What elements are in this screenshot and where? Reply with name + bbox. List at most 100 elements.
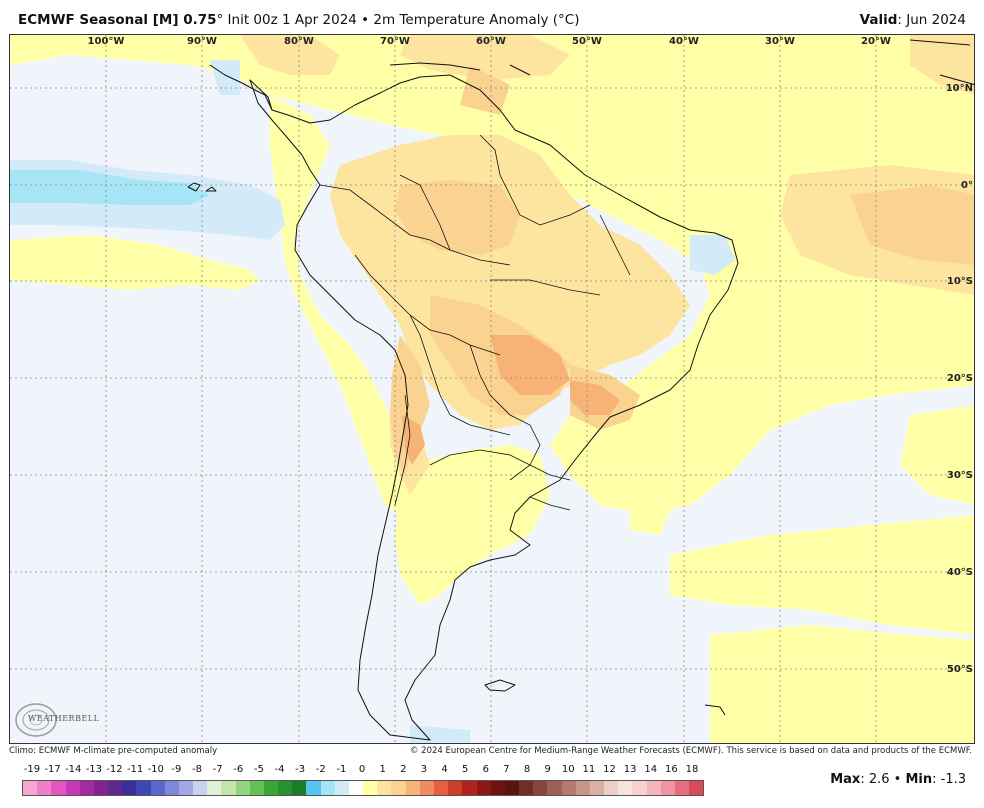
country-borders [319, 134, 631, 511]
map-panel: 100°W 90°W 80°W 70°W 60°W 50°W 40°W 30°W… [9, 34, 975, 744]
legend-tick-label: -2 [315, 764, 326, 775]
legend-swatch [193, 781, 208, 795]
legend-swatch [320, 781, 335, 795]
legend-swatch [547, 781, 562, 795]
legend-tick-label: 2 [400, 764, 407, 775]
legend-tick-label: 8 [523, 764, 531, 775]
lat-labels: 10°N 0° 10°S 20°S 30°S 40°S 50°S [946, 83, 973, 675]
legend-tick-label: 0 [358, 764, 366, 775]
legend-labels: -19 -17 -14 -13 -12 -11 -10 -9 -8 -7 -6 -5 -4 -3 -2 -1 0… [22, 764, 702, 778]
legend-swatch [618, 781, 633, 795]
legend-swatch [136, 781, 151, 795]
legend-tick-label: -7 [212, 764, 223, 775]
legend-swatch [79, 781, 94, 795]
lon-label-50w: 50°W [572, 36, 602, 47]
legend-swatch [178, 781, 194, 795]
valid-label: Valid [859, 12, 898, 28]
legend-swatch [348, 781, 364, 795]
falkland-islands [484, 679, 516, 692]
title-bold: ECMWF Seasonal [M] 0.75 [18, 12, 217, 28]
lon-label-40w: 40°W [669, 36, 699, 47]
lon-label-90w: 90°W [187, 36, 217, 47]
south-america-outline [249, 74, 739, 741]
anomaly-map: 100°W 90°W 80°W 70°W 60°W 50°W 40°W 30°W… [10, 35, 974, 743]
legend-swatch [391, 781, 406, 795]
climo-note: Climo: ECMWF M-climate pre-computed anom… [9, 746, 218, 756]
legend-swatch [23, 781, 38, 795]
legend-swatch [306, 781, 321, 795]
lat-label-40s: 40°S [947, 567, 973, 578]
legend-swatch [462, 781, 477, 795]
legend-swatch [122, 781, 137, 795]
valid-date: Valid: Jun 2024 [860, 12, 966, 28]
graticule [10, 35, 974, 743]
max-label: Max [830, 772, 861, 787]
lat-label-0: 0° [961, 180, 973, 191]
lat-label-20s: 20°S [947, 373, 973, 384]
legend-tick-label: 3 [420, 764, 428, 775]
legend-swatch [278, 781, 293, 795]
legend-swatch [405, 781, 420, 795]
legend-tick-label: 11 [582, 764, 596, 775]
legend-tick-label: -14 [65, 764, 82, 775]
legend-swatch [575, 781, 590, 795]
legend-swatch [660, 781, 675, 795]
lon-label-30w: 30°W [765, 36, 795, 47]
legend-swatch [65, 781, 80, 795]
central-america-outline [209, 64, 273, 111]
weatherbell-logo: WEATHERBELL [14, 700, 104, 740]
legend-swatch [108, 781, 123, 795]
legend-swatch [235, 781, 250, 795]
max-value: : 2.6 • [860, 772, 906, 787]
anomaly-yellow-regions [10, 35, 974, 743]
legend-tick-label: 10 [561, 764, 575, 775]
legend-tick-label: -11 [126, 764, 144, 775]
legend-swatch [51, 781, 66, 795]
legend-swatch [561, 781, 576, 795]
legend-swatch [476, 781, 491, 795]
legend-tick-label: 6 [482, 764, 489, 775]
legend-tick-label: -6 [233, 764, 244, 775]
legend-tick-label: 4 [441, 764, 448, 775]
legend-tick-label: -9 [171, 764, 182, 775]
legend-swatch [504, 781, 520, 795]
legend-swatch [490, 781, 505, 795]
legend-tick-label: 7 [503, 764, 510, 775]
legend-swatch [221, 781, 236, 795]
anomaly-cool-regions [10, 60, 735, 743]
map-title: ECMWF Seasonal [M] 0.75° Init 00z 1 Apr … [18, 12, 579, 28]
legend-swatch [433, 781, 449, 795]
coastlines [187, 39, 974, 741]
max-min-stats: Max: 2.6 • Min: -1.3 [830, 772, 966, 787]
legend-swatch [292, 781, 307, 795]
legend-tick-label: -13 [85, 764, 103, 775]
legend-swatch [674, 781, 690, 795]
legend-swatch [589, 781, 605, 795]
legend-tick-label: 1 [379, 764, 386, 775]
lon-label-80w: 80°W [284, 36, 314, 47]
lon-label-60w: 60°W [476, 36, 506, 47]
legend-tick-label: -3 [295, 764, 306, 775]
legend-swatch [533, 781, 548, 795]
legend-colorbar [22, 780, 704, 796]
legend-swatch [150, 781, 165, 795]
lat-label-30s: 30°S [947, 470, 973, 481]
title-rest: ° Init 00z 1 Apr 2024 • 2m Temperature A… [216, 12, 580, 28]
legend-tick-label: -5 [253, 764, 264, 775]
legend-tick-label: -10 [147, 764, 164, 775]
valid-value: : Jun 2024 [897, 12, 966, 28]
lat-label-10n: 10°N [946, 83, 973, 94]
legend-tick-label: -17 [44, 764, 61, 775]
legend-swatch [377, 781, 392, 795]
legend-tick-label: -1 [336, 764, 347, 775]
legend-swatch [448, 781, 463, 795]
legend-swatch [164, 781, 179, 795]
legend-swatch [207, 781, 222, 795]
legend-tick-label: 12 [603, 764, 616, 775]
legend-swatch [37, 781, 52, 795]
logo-swirl-icon [15, 703, 57, 737]
min-value: : -1.3 [932, 772, 966, 787]
legend-swatch [93, 781, 109, 795]
legend-tick-label: 16 [665, 764, 678, 775]
legend-swatch [604, 781, 619, 795]
